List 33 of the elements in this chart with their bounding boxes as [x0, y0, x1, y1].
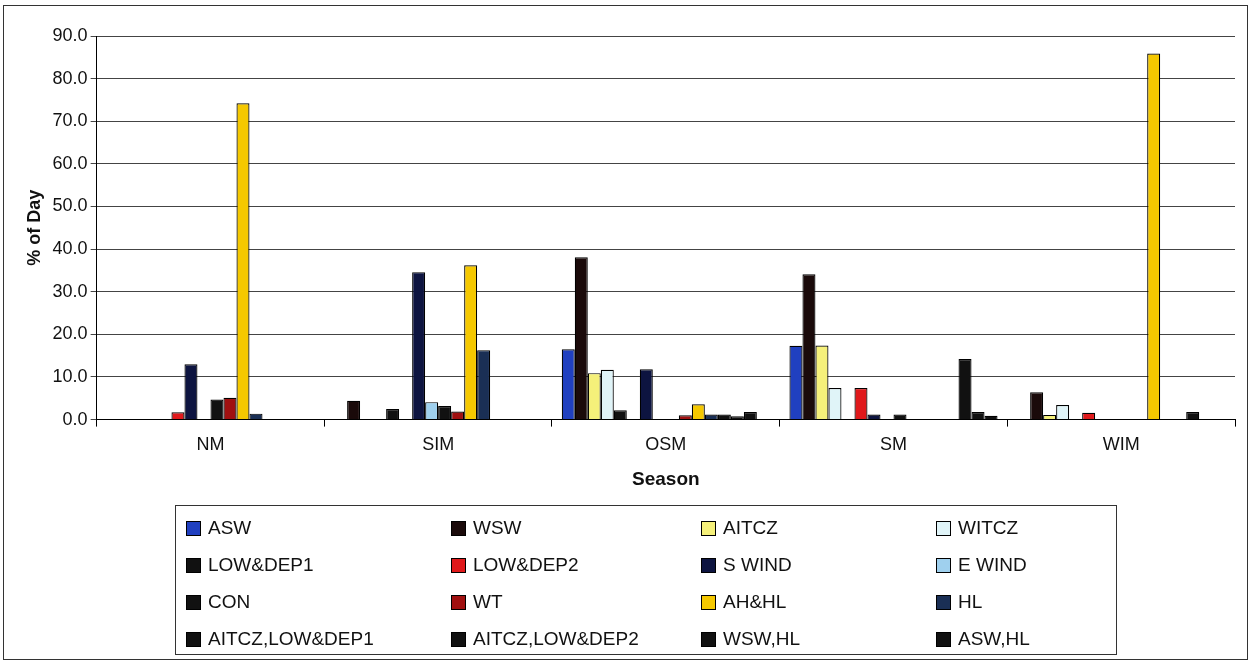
legend-label: WT	[473, 591, 503, 613]
y-tick-label: 20.0	[52, 323, 88, 344]
x-tick-label: SM	[879, 434, 907, 455]
legend-label: ASW,HL	[958, 628, 1030, 650]
y-tick-label: 80.0	[52, 67, 88, 88]
legend-label: WITCZ	[958, 517, 1019, 539]
legend-label: LOW&DEP2	[473, 554, 579, 576]
legend-label: AITCZ,LOW&DEP2	[473, 628, 639, 650]
legend-label: S WIND	[723, 554, 792, 576]
legend-label: WSW	[473, 517, 522, 539]
y-tick-label: 30.0	[52, 280, 88, 301]
legend-label: E WIND	[958, 554, 1027, 576]
x-axis-title: Season	[632, 467, 700, 489]
y-tick-label: 50.0	[52, 195, 88, 216]
y-tick-label: 60.0	[52, 152, 88, 173]
legend-label: CON	[208, 591, 251, 613]
legend-label: AH&HL	[723, 591, 787, 613]
y-tick-label: 90.0	[52, 24, 88, 45]
x-tick-label: WIM	[1102, 434, 1140, 455]
x-tick-label: OSM	[645, 434, 687, 455]
legend-label: ASW	[208, 517, 252, 539]
legend-label: WSW,HL	[723, 628, 801, 650]
y-axis-title: % of Day	[23, 189, 44, 266]
x-tick-label: SIM	[422, 434, 455, 455]
legend-label: AITCZ	[723, 517, 778, 539]
y-tick-label: 10.0	[52, 365, 88, 386]
y-tick-label: 40.0	[52, 238, 88, 259]
legend-label: AITCZ,LOW&DEP1	[208, 628, 374, 650]
y-tick-label: 0.0	[62, 408, 88, 429]
y-tick-label: 70.0	[52, 110, 88, 131]
legend-label: HL	[958, 591, 983, 613]
x-tick-label: NM	[196, 434, 225, 455]
legend-label: LOW&DEP1	[208, 554, 314, 576]
